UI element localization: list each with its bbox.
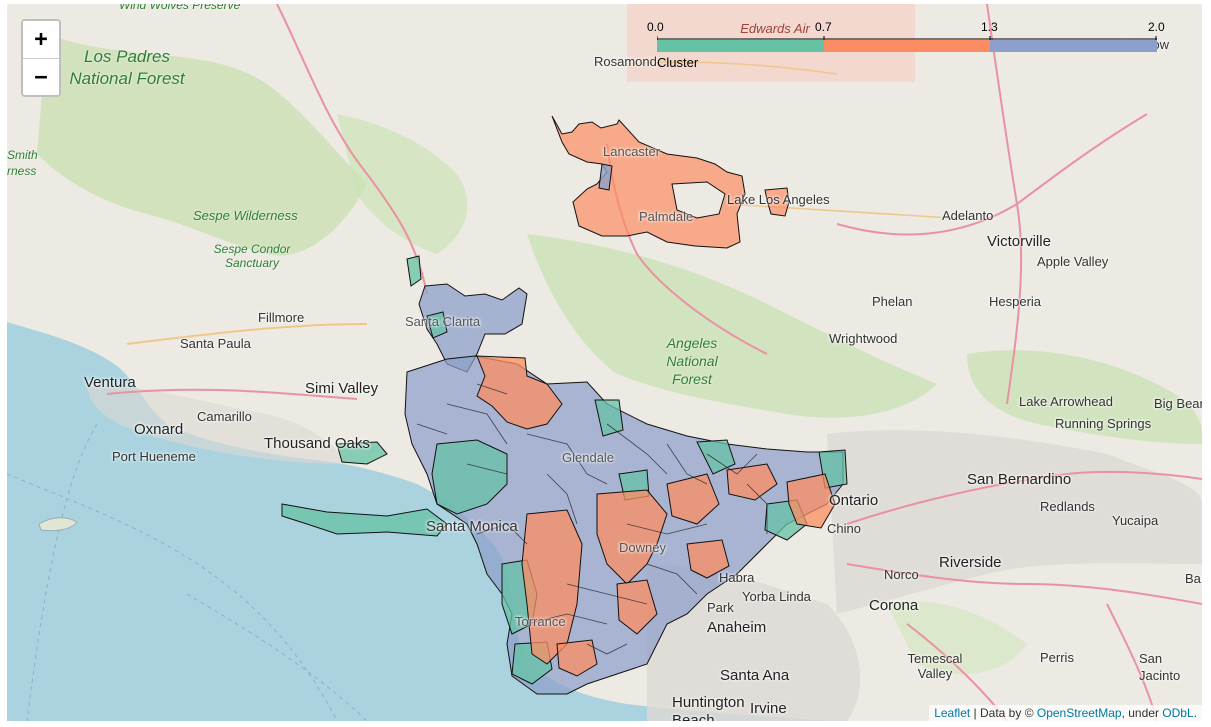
habra-label: Habra (719, 570, 755, 585)
port-hueneme-label: Port Hueneme (112, 449, 196, 464)
yucaipa-label: Yucaipa (1112, 513, 1159, 528)
sespe-condor-label: Sespe Condor Sanctuary (213, 242, 291, 270)
big-bear-label: Big Bear (1154, 396, 1202, 411)
attribution-under: , under (1121, 706, 1163, 720)
wind-wolves-label: Wind Wolves Preserve (119, 4, 241, 12)
santa-clarita-label: Santa Clarita (405, 314, 481, 329)
region-antelope-valley (551, 115, 746, 249)
map-container[interactable]: Wind Wolves Preserve Los Padres National… (7, 4, 1202, 721)
region-sfv-orange (476, 355, 563, 430)
yorba-linda-label: Yorba Linda (742, 589, 811, 604)
irvine-label: Irvine (750, 700, 787, 717)
legend-caption: Cluster (657, 55, 699, 70)
lake-arrowhead-label: Lake Arrowhead (1019, 394, 1113, 409)
osm-link[interactable]: OpenStreetMap (1036, 706, 1122, 720)
basemap[interactable] (7, 4, 1202, 721)
leaflet-link[interactable]: Leaflet (934, 706, 971, 720)
park-label: Park (707, 600, 734, 615)
chino-label: Chino (827, 521, 861, 536)
wrightwood-label: Wrightwood (829, 331, 898, 346)
smith-label: Smith (7, 148, 38, 162)
running-springs-label: Running Springs (1055, 416, 1152, 431)
color-legend: 0.0 0.7 1.3 2.0 Cluster (643, 19, 1202, 79)
angeles-forest-label: Angeles National Forest (666, 335, 718, 387)
bay-label: Ba (1185, 571, 1201, 586)
norco-label: Norco (884, 567, 919, 582)
thousand-oaks-label: Thousand Oaks (264, 435, 370, 452)
legend-tick-3: 2.0 (1148, 20, 1165, 34)
legend-swatch-2 (990, 40, 1157, 52)
legend-tick-2: 1.3 (981, 20, 998, 34)
lake-los-angeles-label: Lake Los Angeles (727, 192, 830, 207)
riverside-label: Riverside (939, 554, 1002, 571)
perris-label: Perris (1040, 650, 1074, 665)
region-santa-clarita (418, 283, 528, 373)
attribution: Leaflet | Data by © OpenStreetMap, under… (929, 705, 1202, 721)
san-jacinto-label: San Jacinto (1139, 651, 1181, 683)
zoom-out-button[interactable]: − (23, 58, 59, 95)
corona-label: Corona (869, 597, 919, 614)
zoom-in-button[interactable]: + (23, 21, 59, 58)
attribution-end: . (1193, 706, 1197, 720)
region-pomona-orange (786, 473, 836, 529)
adelanto-label: Adelanto (942, 208, 994, 223)
santa-paula-label: Santa Paula (180, 336, 251, 351)
apple-valley-label: Apple Valley (1037, 254, 1109, 269)
san-bernardino-label: San Bernardino (967, 471, 1072, 488)
phelan-label: Phelan (872, 294, 913, 309)
hesperia-label: Hesperia (989, 294, 1042, 309)
forest-area (37, 34, 367, 256)
sespe-wilderness-label: Sespe Wilderness (193, 208, 298, 223)
legend-tick-0: 0.0 (647, 20, 664, 34)
attribution-sep: | Data by © (970, 706, 1037, 720)
temescal-label: Temescal Valley (907, 651, 963, 681)
downey-label: Downey (619, 540, 666, 555)
legend-colorbar (657, 36, 1157, 52)
santa-monica-label: Santa Monica (426, 518, 518, 535)
odbl-link[interactable]: ODbL (1162, 706, 1194, 720)
rosamond-label: Rosamond (594, 54, 657, 69)
santa-ana-label: Santa Ana (720, 667, 790, 684)
glendale-label: Glendale (562, 450, 615, 465)
los-padres-label: Los Padres National Forest (69, 47, 185, 88)
victorville-label: Victorville (987, 233, 1051, 250)
camarillo-label: Camarillo (197, 409, 252, 424)
region-lake-los-angeles (764, 187, 790, 217)
fillmore-label: Fillmore (258, 310, 305, 325)
torrance-label: Torrance (515, 614, 566, 629)
legend-tick-1: 0.7 (815, 20, 832, 34)
legend-swatch-1 (824, 40, 990, 52)
region-malibu (281, 503, 448, 537)
lancaster-label: Lancaster (603, 144, 661, 159)
huntington-label: Huntington Beach (672, 694, 745, 721)
legend-swatch-0 (657, 40, 824, 52)
palmdale-label: Palmdale (639, 209, 694, 224)
oxnard-label: Oxnard (134, 421, 184, 438)
ventura-label: Ventura (84, 374, 136, 391)
ontario-label: Ontario (829, 492, 879, 509)
ness-label: rness (7, 164, 37, 178)
redlands-label: Redlands (1040, 499, 1095, 514)
zoom-control: + − (21, 19, 61, 97)
simi-valley-label: Simi Valley (305, 380, 379, 397)
anaheim-label: Anaheim (707, 619, 767, 636)
